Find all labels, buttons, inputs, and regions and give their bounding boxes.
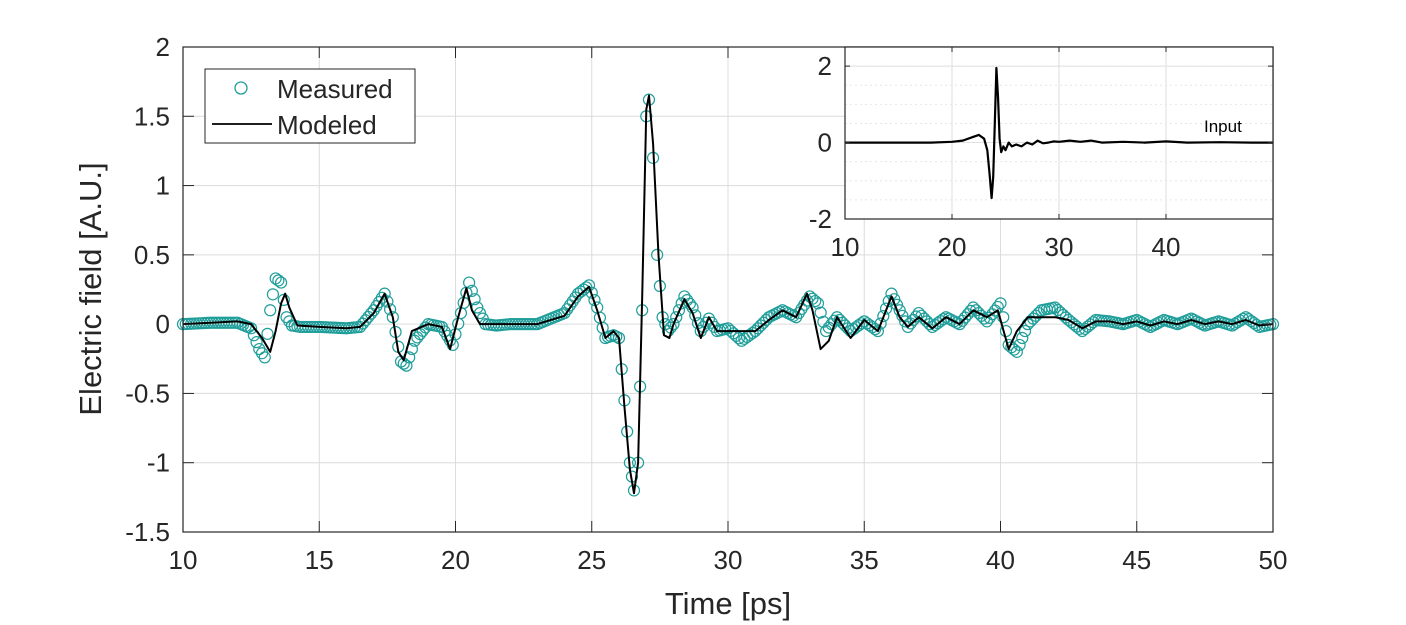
measured-point: [258, 351, 271, 364]
inset-x-tick-label: 30: [1045, 232, 1074, 262]
measured-point: [463, 276, 476, 289]
measured-point: [381, 295, 394, 308]
main-y-tick-label: 0: [156, 309, 170, 339]
main-y-tick-label: -0.5: [125, 378, 170, 408]
legend-measured-label: Measured: [277, 74, 393, 104]
input-line: [845, 66, 1273, 200]
measured-point: [1013, 338, 1026, 352]
measured-point: [261, 327, 274, 340]
inset-x-tick-label: 10: [831, 232, 860, 262]
main-x-tick-label: 15: [305, 545, 334, 575]
measured-point: [811, 297, 825, 310]
main-y-tick-labels: -1.5 -1 -0.5 0 0.5 1 1.5 2: [125, 32, 170, 547]
measured-point: [670, 311, 683, 324]
measured-point: [1236, 312, 1250, 325]
main-x-tick-label: 10: [169, 545, 198, 575]
inset-annotation-input: Input: [1204, 117, 1242, 136]
main-x-tick-label: 30: [714, 545, 743, 575]
inset-x-tick-label: 20: [938, 232, 967, 262]
main-x-tick-label: 40: [986, 545, 1015, 575]
measured-point: [378, 287, 391, 300]
measured-point: [879, 302, 893, 315]
main-y-tick-label: 1.5: [134, 101, 170, 131]
measured-point: [814, 306, 827, 319]
measured-point: [667, 318, 680, 331]
measured-point: [877, 310, 890, 323]
main-x-tick-label: 35: [850, 545, 879, 575]
legend-measured-marker: [234, 81, 248, 95]
legend: Measured Modeled: [204, 68, 416, 144]
main-x-tick-label: 25: [577, 545, 606, 575]
inset-plot: 10 20 30 40 -2 0 2 Input: [809, 46, 1274, 262]
legend-box: [204, 68, 416, 144]
measured-point: [1073, 322, 1086, 335]
main-y-tick-label: -1: [147, 448, 170, 478]
main-y-tick-label: 2: [156, 32, 170, 62]
measured-point: [899, 315, 912, 328]
measured-point: [651, 248, 664, 261]
measured-point: [275, 276, 288, 289]
measured-point: [997, 311, 1010, 324]
measured-point: [909, 310, 923, 323]
inset-x-tick-label: 40: [1152, 232, 1181, 262]
main-x-tick-label: 20: [441, 545, 470, 575]
measured-point: [923, 318, 936, 331]
inset-tick-marks: [844, 47, 1273, 220]
measured-point: [264, 304, 277, 317]
x-axis-label: Time [ps]: [665, 586, 791, 621]
measured-point: [245, 322, 258, 335]
modeled-line: [182, 94, 1274, 495]
inset-x-tick-labels: 10 20 30 40: [831, 232, 1181, 262]
inset-y-tick-label: 2: [818, 51, 832, 81]
y-axis-label: Electric field [A.U.]: [73, 162, 108, 415]
measured-point: [627, 484, 641, 497]
main-y-tick-label: 0.5: [134, 240, 170, 270]
measured-point: [384, 303, 397, 316]
main-y-tick-label: -1.5: [125, 517, 170, 547]
measured-point: [400, 359, 413, 372]
inset-y-tick-labels: -2 0 2: [809, 51, 832, 234]
measured-point: [732, 332, 746, 345]
measured-point: [585, 286, 598, 299]
inset-series-layer: [845, 66, 1273, 200]
measured-point: [885, 287, 898, 300]
measured-point: [871, 324, 884, 338]
measured-point: [874, 317, 887, 330]
measured-point: [1016, 331, 1029, 345]
inset-y-tick-label: 0: [818, 128, 832, 158]
measured-point: [250, 336, 263, 349]
measured-point: [272, 274, 285, 287]
main-y-tick-label: 1: [156, 171, 170, 201]
main-x-tick-labels: 10 15 20 25 30 35 40 45 50: [169, 545, 1288, 575]
measured-point: [672, 304, 686, 317]
legend-modeled-label: Modeled: [277, 110, 377, 140]
inset-y-tick-label: -2: [809, 204, 832, 234]
measured-point: [1010, 345, 1023, 358]
measured-point: [588, 294, 601, 307]
main-x-tick-label: 45: [1122, 545, 1151, 575]
measured-point: [994, 297, 1007, 310]
main-x-tick-label: 50: [1259, 545, 1288, 575]
measured-point: [582, 279, 596, 292]
measured-point: [266, 288, 280, 301]
measured-point: [1018, 324, 1032, 338]
